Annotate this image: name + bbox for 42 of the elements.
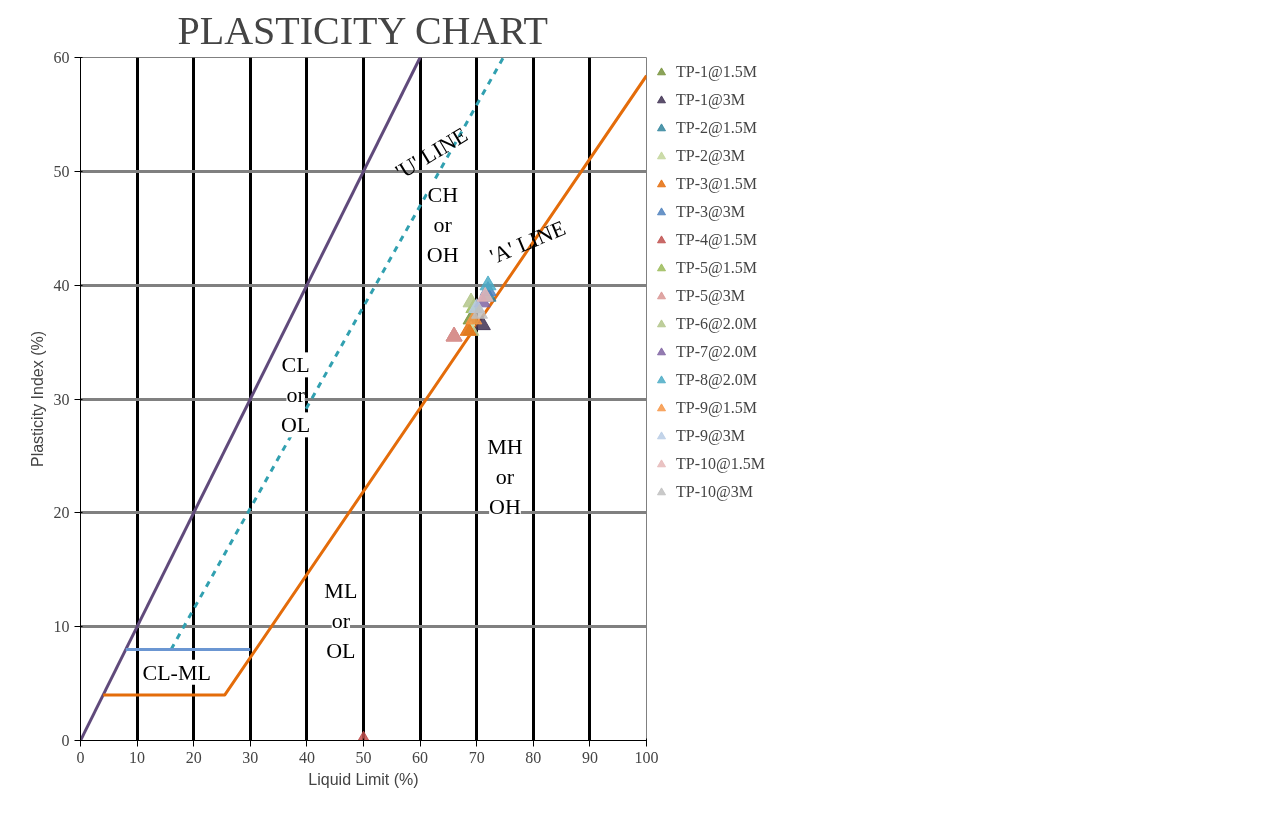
legend-label: TP-9@3M: [676, 427, 745, 445]
x-tick-label: 80: [525, 748, 542, 766]
annotation: MH or OH: [487, 434, 523, 520]
x-tick-label: 100: [634, 748, 659, 766]
chart-title: PLASTICITY CHART: [177, 7, 549, 53]
y-tick-label: 0: [61, 732, 70, 749]
y-tick-label: 10: [53, 618, 70, 636]
legend-label: TP-2@3M: [676, 147, 745, 165]
annotation: CL or OL: [280, 352, 311, 438]
y-tick-label: 30: [53, 390, 70, 408]
annotation: ML or OL: [324, 577, 358, 663]
legend-label: TP-6@2.0M: [676, 315, 757, 333]
legend-label: TP-2@1.5M: [676, 119, 757, 137]
x-tick-label: 10: [129, 748, 146, 766]
legend-label: TP-4@1.5M: [676, 231, 757, 249]
x-tick-label: 40: [298, 748, 315, 766]
x-axis-title: Liquid Limit (%): [308, 770, 419, 788]
legend-label: TP-1@3M: [676, 91, 745, 109]
legend-label: TP-5@3M: [676, 287, 745, 305]
y-tick-label: 40: [53, 276, 70, 294]
y-tick-label: 20: [53, 504, 70, 522]
legend-label: TP-1@1.5M: [676, 63, 757, 81]
y-axis-title: Plasticity Index (%): [28, 330, 46, 468]
legend-label: TP-3@1.5M: [676, 175, 757, 193]
x-tick-label: 0: [76, 748, 85, 766]
x-tick-label: 30: [242, 748, 259, 766]
x-tick-label: 90: [581, 748, 598, 766]
x-tick-label: 20: [185, 748, 202, 766]
x-tick-label: 60: [412, 748, 429, 766]
legend-label: TP-10@1.5M: [676, 455, 765, 473]
x-tick-label: 70: [468, 748, 485, 766]
annotation: CL-ML: [142, 659, 211, 685]
y-tick-label: 50: [53, 162, 70, 180]
y-tick-label: 60: [53, 49, 70, 66]
legend-label: TP-9@1.5M: [676, 399, 757, 417]
legend-label: TP-7@2.0M: [676, 343, 757, 361]
legend-label: TP-8@2.0M: [676, 371, 757, 389]
x-tick-label: 50: [355, 748, 372, 766]
annotation: 'A' LINE: [486, 215, 570, 269]
legend-label: TP-3@3M: [676, 203, 745, 221]
legend-label: TP-10@3M: [676, 483, 753, 501]
legend-label: TP-5@1.5M: [676, 259, 757, 277]
